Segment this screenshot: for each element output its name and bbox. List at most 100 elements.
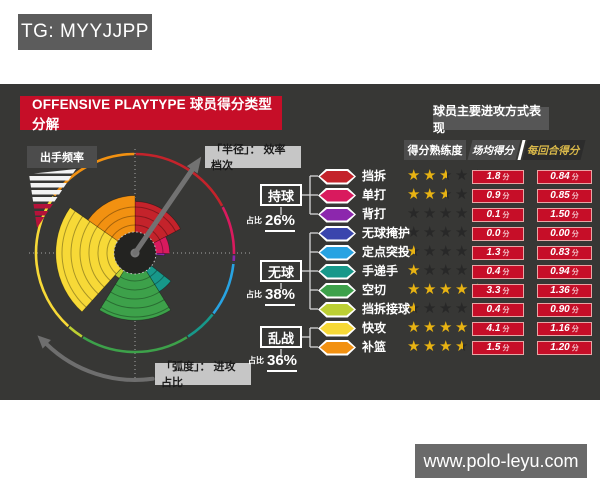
playtype-hexagon-icon <box>318 301 356 318</box>
star-icon: ★ <box>423 205 437 222</box>
playtype-row: 定点突投★★★★★★1.3分0.83分 <box>0 243 600 262</box>
hexagon-fill <box>320 303 354 316</box>
tier-arc <box>96 206 136 227</box>
playtype-hexagon-icon <box>318 168 356 185</box>
playtype-label: 挡拆 <box>362 169 387 183</box>
ppr-value-box: 0.00 分 <box>537 226 592 241</box>
star-icon: ★ <box>455 186 469 203</box>
star-rating: ★★★★★★★★ <box>407 167 487 186</box>
playtype-label: 补篮 <box>362 340 387 354</box>
tier-arc <box>88 226 105 288</box>
star-rating: ★★★★★★★★★ <box>407 319 487 338</box>
group-box-scramble: 乱战 <box>260 326 302 348</box>
playtype-hexagon-icon <box>318 244 356 261</box>
ppr-value-box: 1.36 分 <box>537 283 592 298</box>
hexagon-fill <box>320 170 354 183</box>
hexagon-fill <box>320 322 354 335</box>
star-icon: ★ <box>455 262 469 279</box>
star-icon: ★★ <box>407 243 421 260</box>
playtype-row: 无球掩护★★★★★0.0分0.00分 <box>0 224 600 243</box>
tier-arc <box>104 215 136 233</box>
playtype-label: 定点突投 <box>362 245 411 259</box>
playtype-row: 补篮★★★★★★★★★1.5分1.20分 <box>0 338 600 357</box>
ppg-value-box: 1.3 分 <box>472 245 524 260</box>
playtype-hexagon-icon <box>318 263 356 280</box>
star-icon: ★★ <box>455 319 469 336</box>
tier-arc <box>79 221 99 295</box>
ring-segment <box>212 263 235 315</box>
share-prefix: 占比 <box>246 290 262 299</box>
playtype-label: 无球掩护 <box>362 226 411 240</box>
column-header-ppr: 每回合得分 <box>522 140 586 160</box>
tier-arc <box>100 306 170 318</box>
tier-arc <box>154 275 165 285</box>
playtype-row: 手递手★★★★★★0.4分0.94分 <box>0 262 600 281</box>
playtype-row: 快攻 ★★★★★★★★★4.1分 1.16分 <box>0 319 600 338</box>
table-title: 球员主要进攻方式表现 <box>433 104 549 135</box>
tier-arc <box>111 224 136 238</box>
playtype-label: 快攻 <box>362 321 387 335</box>
star-icon: ★ <box>423 262 437 279</box>
tier-arc <box>149 269 158 278</box>
tier-arc <box>106 236 117 275</box>
playtype-hexagon-icon <box>318 225 356 242</box>
ppr-value-box: 1.16 分 <box>537 321 592 336</box>
ppr-value-box: 0.90 分 <box>537 302 592 317</box>
share-prefix: 占比 <box>248 356 264 365</box>
ppg-value-box: 1.5 分 <box>472 340 524 355</box>
star-icon: ★★ <box>439 281 453 298</box>
ring-segment <box>82 336 188 354</box>
star-icon: ★★ <box>407 338 421 355</box>
star-icon: ★ <box>455 205 469 222</box>
playtype-hexagon-icon <box>318 320 356 337</box>
star-icon: ★★ <box>407 281 421 298</box>
ppg-value-box: 3.3 分 <box>472 283 524 298</box>
playtype-row: 单打 ★★★★★★★★0.9分 0.85分 <box>0 186 600 205</box>
share-prefix: 占比 <box>246 216 262 225</box>
star-icon: ★ <box>423 243 437 260</box>
tier-arc <box>159 239 164 254</box>
playtype-label: 空切 <box>362 283 387 297</box>
star-icon: ★ <box>455 300 469 317</box>
playtype-row: 空切★★★★★★★★★★3.3分1.36分 <box>0 281 600 300</box>
website-badge: www.polo-leyu.com <box>415 444 587 478</box>
share-value: 38% <box>265 286 296 306</box>
ppg-value-box: 0.0 分 <box>472 226 524 241</box>
star-icon: ★ <box>439 205 453 222</box>
hexagon-fill <box>320 227 354 240</box>
playtype-table: 挡拆★★★★★★★★1.8分0.84分单打★★★★★★★★0.9分0.85分背打… <box>0 167 600 357</box>
group-box-off-ball: 无球 <box>260 260 302 282</box>
playtype-wedge <box>55 207 136 313</box>
telegram-badge: TG: MYYJJPP <box>18 14 152 50</box>
star-icon: ★★ <box>455 338 469 355</box>
star-icon: ★★ <box>455 281 469 298</box>
playtype-hexagon-icon <box>318 282 356 299</box>
hexagon-fill <box>320 284 354 297</box>
hexagon-fill <box>320 265 354 278</box>
star-icon: ★ <box>455 224 469 241</box>
radius-arrow-shaft <box>132 167 195 256</box>
hexagon-fill <box>320 341 354 354</box>
star-icon: ★ <box>439 243 453 260</box>
playtype-label: 手递手 <box>362 264 399 278</box>
star-icon: ★ <box>423 300 437 317</box>
star-icon: ★ <box>439 300 453 317</box>
ring-segment <box>221 206 236 255</box>
radius-arrow-head <box>186 156 202 174</box>
ppg-value-box: 0.4 分 <box>472 302 524 317</box>
arc-legend-label: 「弧度」： 进攻占比 <box>155 361 251 389</box>
star-icon: ★ <box>455 167 469 184</box>
ppr-value-box: 0.85 分 <box>537 188 592 203</box>
tier-arc <box>134 206 177 232</box>
star-icon: ★★ <box>407 186 421 203</box>
ppg-value-box: 0.1 分 <box>472 207 524 222</box>
star-icon: ★ <box>439 224 453 241</box>
hexagon-fill <box>320 208 354 221</box>
ppr-value-box: 0.84 分 <box>537 169 592 184</box>
playtype-label: 挡拆接球 <box>362 302 411 316</box>
group-box-ball-handling: 持球 <box>260 184 302 206</box>
star-icon: ★ <box>455 243 469 260</box>
tier-arc <box>97 231 111 281</box>
star-icon: ★★ <box>439 167 453 184</box>
